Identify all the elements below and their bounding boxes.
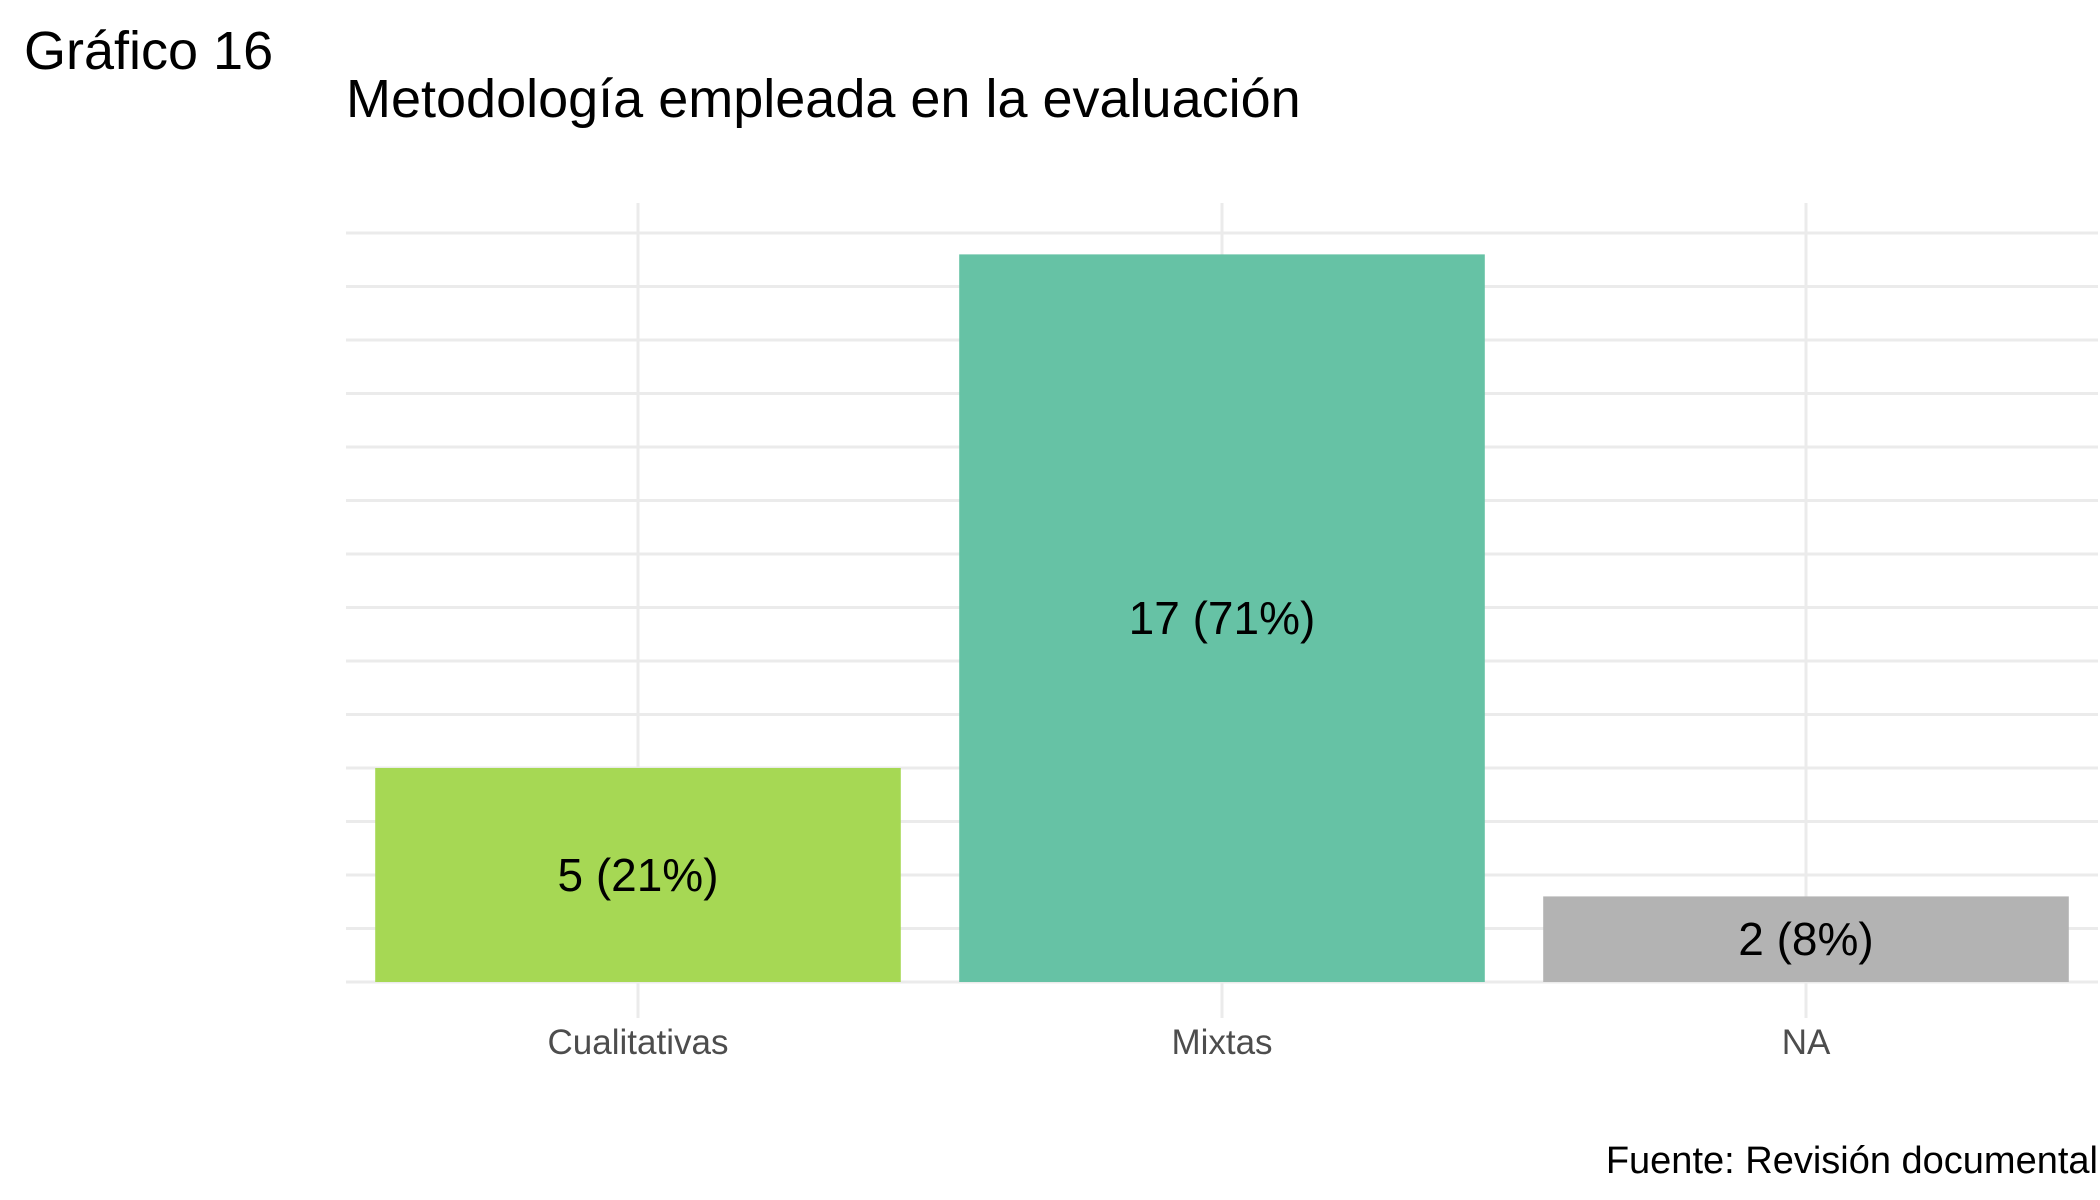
bar-na <box>1543 896 2069 982</box>
x-tick-label: NA <box>1782 1023 1831 1062</box>
data-label: 17 (71%) <box>1129 592 1316 644</box>
bar-value-labels: 5 (21%) 17 (71%) 2 (8%) <box>557 592 1873 965</box>
source-caption: Fuente: Revisión documental <box>1605 1140 2098 1182</box>
figure-label: Gráfico 16 <box>24 21 274 81</box>
chart-title: Metodología empleada en la evaluación <box>346 69 1301 129</box>
x-tick-label: Cualitativas <box>548 1023 729 1062</box>
data-label: 2 (8%) <box>1738 913 1873 965</box>
x-axis-tick-labels: Cualitativas Mixtas NA <box>548 1023 1831 1062</box>
bars <box>375 254 2069 982</box>
x-tick-label: Mixtas <box>1171 1023 1272 1062</box>
bar-mixtas <box>959 254 1485 982</box>
bar-cualitativas <box>375 767 901 982</box>
data-label: 5 (21%) <box>557 849 718 901</box>
